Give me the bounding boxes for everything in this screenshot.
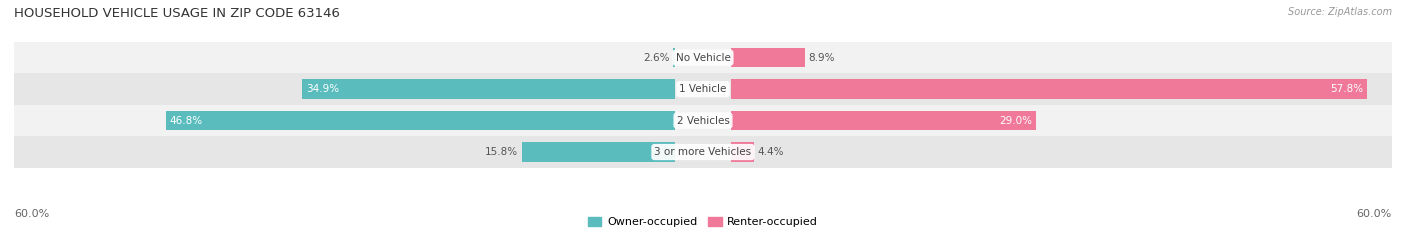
Text: 57.8%: 57.8% (1330, 84, 1364, 94)
Bar (166, 111, 675, 130)
Text: HOUSEHOLD VEHICLE USAGE IN ZIP CODE 63146: HOUSEHOLD VEHICLE USAGE IN ZIP CODE 6314… (14, 7, 340, 20)
Bar (731, 111, 1036, 130)
Text: 46.8%: 46.8% (169, 116, 202, 126)
Text: 29.0%: 29.0% (1000, 116, 1032, 126)
Bar (302, 79, 675, 99)
Text: No Vehicle: No Vehicle (675, 53, 731, 63)
Bar (673, 48, 675, 67)
Text: 3 or more Vehicles: 3 or more Vehicles (654, 147, 752, 157)
Bar (14, 105, 1392, 136)
Text: 60.0%: 60.0% (1357, 209, 1392, 219)
Text: 4.4%: 4.4% (756, 147, 783, 157)
Legend: Owner-occupied, Renter-occupied: Owner-occupied, Renter-occupied (583, 212, 823, 231)
Text: 1 Vehicle: 1 Vehicle (679, 84, 727, 94)
Text: 60.0%: 60.0% (14, 209, 49, 219)
Text: 15.8%: 15.8% (485, 147, 519, 157)
Bar (731, 48, 806, 67)
Text: 2.6%: 2.6% (643, 53, 669, 63)
Text: 2 Vehicles: 2 Vehicles (676, 116, 730, 126)
Text: 34.9%: 34.9% (305, 84, 339, 94)
Bar (14, 42, 1392, 73)
Text: 8.9%: 8.9% (808, 53, 835, 63)
Bar (731, 79, 1367, 99)
Text: Source: ZipAtlas.com: Source: ZipAtlas.com (1288, 7, 1392, 17)
Bar (14, 73, 1392, 105)
Bar (731, 142, 754, 162)
Bar (522, 142, 675, 162)
Bar (14, 136, 1392, 168)
